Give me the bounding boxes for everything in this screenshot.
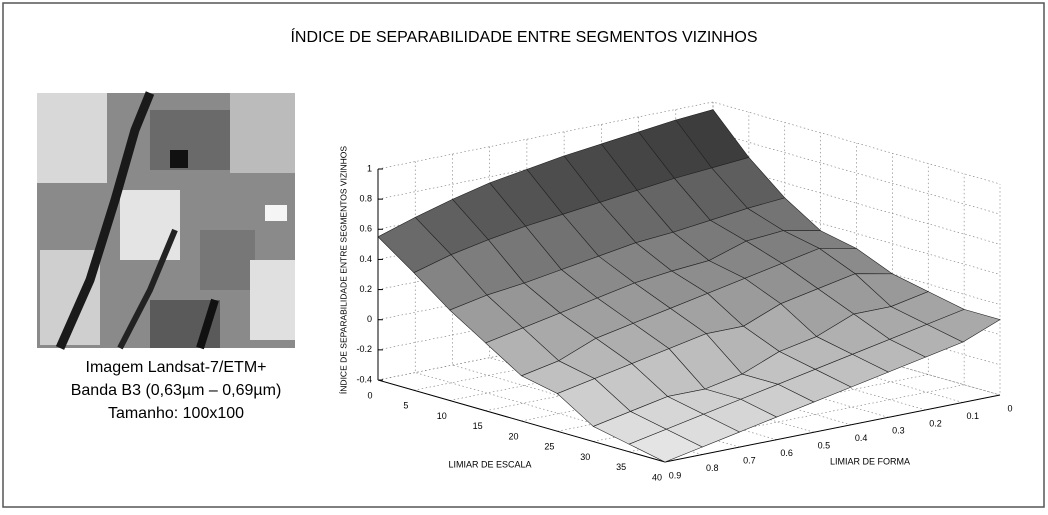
- z-tick-label: 0.2: [359, 284, 372, 294]
- y-tick-label: 0.8: [706, 463, 719, 473]
- y-tick-label: 0.2: [929, 418, 942, 428]
- z-tick-label: -0.2: [356, 344, 372, 354]
- x-tick-label: 30: [580, 452, 590, 462]
- x-tick-label: 0: [367, 390, 372, 400]
- caption-line: Imagem Landsat-7/ETM+: [86, 359, 267, 376]
- y-tick-label: 0.6: [780, 448, 793, 458]
- z-axis-label: ÍNDICE DE SEPARABILIDADE ENTRE SEGMENTOS…: [338, 146, 348, 394]
- y-tick-label: 0.7: [743, 455, 756, 465]
- y-tick-label: 0.3: [892, 426, 905, 436]
- x-tick-label: 10: [437, 411, 447, 421]
- z-tick-label: 0.8: [359, 194, 372, 204]
- y-tick-label: 0: [1007, 403, 1012, 413]
- y-tick-label: 0.1: [967, 411, 980, 421]
- z-tick-label: 0.4: [359, 254, 372, 264]
- page: ÍNDICE DE SEPARABILIDADE ENTRE SEGMENTOS…: [0, 0, 1048, 515]
- z-tick-label: -0.4: [356, 374, 372, 384]
- x-tick-label: 15: [473, 421, 483, 431]
- y-tick-label: 0.5: [818, 441, 831, 451]
- z-tick-label: 1: [367, 163, 372, 173]
- figure: ÍNDICE DE SEPARABILIDADE ENTRE SEGMENTOS…: [0, 0, 1048, 510]
- x-tick-label: 35: [616, 462, 626, 472]
- satellite-image: [37, 93, 295, 348]
- y-tick-label: 0.4: [855, 433, 868, 443]
- x-tick-label: 5: [403, 401, 408, 411]
- x-tick-label: 25: [544, 442, 554, 452]
- chart-title: ÍNDICE DE SEPARABILIDADE ENTRE SEGMENTOS…: [290, 27, 757, 46]
- z-tick-label: 0.6: [359, 224, 372, 234]
- x-tick-label: 40: [652, 472, 662, 482]
- y-axis-label: LIMIAR DE FORMA: [830, 456, 910, 466]
- x-tick-label: 20: [508, 431, 518, 441]
- z-tick-label: 0: [367, 314, 372, 324]
- caption-line: Banda B3 (0,63µm – 0,69µm): [71, 382, 282, 399]
- x-axis-label: LIMIAR DE ESCALA: [448, 459, 531, 469]
- caption-line: Tamanho: 100x100: [108, 405, 244, 422]
- y-tick-label: 0.9: [669, 470, 682, 480]
